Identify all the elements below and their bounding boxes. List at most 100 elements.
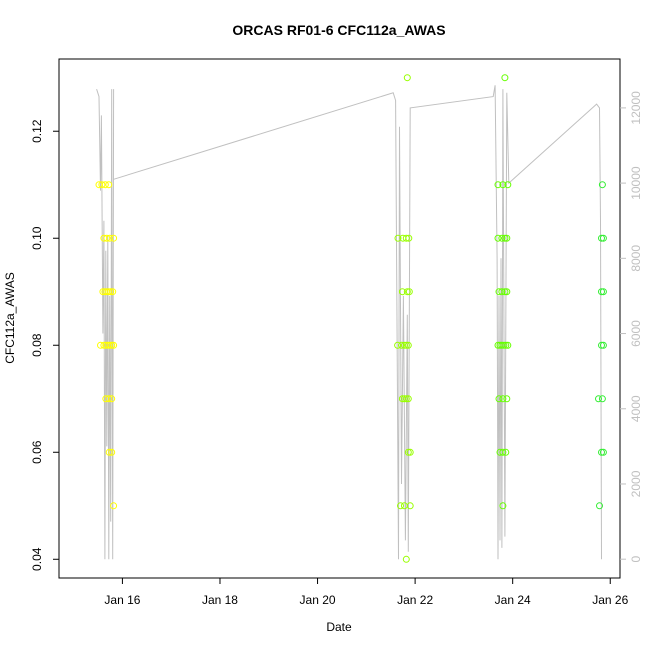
data-point	[495, 395, 503, 403]
data-point	[599, 448, 607, 456]
data-point	[405, 234, 413, 242]
x-axis-label: Date	[326, 620, 352, 634]
x-axis: Jan 16 Jan 18 Jan 20 Jan 22 Jan 24 Jan 26	[104, 578, 629, 607]
y2-tick-label: 6000	[629, 320, 643, 347]
data-point	[501, 288, 509, 296]
data-point	[598, 341, 605, 349]
data-point	[101, 181, 109, 189]
data-point	[499, 502, 507, 510]
data-point	[503, 395, 511, 403]
data-point	[403, 288, 411, 296]
data-point	[402, 555, 410, 563]
x-tick-label: Jan 22	[397, 593, 433, 607]
data-point	[599, 288, 607, 296]
data-point	[397, 502, 404, 510]
y-tick-label: 0.10	[30, 226, 44, 250]
altitude-line-0	[96, 88, 115, 560]
data-point	[595, 395, 602, 403]
altitude-line-1	[113, 85, 602, 560]
data-point	[105, 181, 113, 189]
y-tick-label: 0.12	[30, 119, 44, 143]
altitude-line-series	[96, 85, 602, 560]
data-point	[394, 234, 402, 242]
chart-title: ORCAS RF01-6 CFC112a_AWAS	[232, 22, 445, 38]
data-point	[110, 502, 118, 510]
data-point	[598, 448, 605, 456]
data-point	[108, 341, 116, 349]
data-point	[499, 448, 507, 456]
data-point	[499, 395, 507, 403]
data-point	[598, 234, 605, 242]
data-point	[404, 395, 412, 403]
data-point	[109, 288, 117, 296]
data-point	[502, 341, 510, 349]
data-point	[105, 448, 113, 456]
data-point	[599, 341, 607, 349]
data-point	[405, 288, 413, 296]
data-point	[598, 181, 606, 189]
y2-tick-label: 8000	[629, 245, 643, 272]
data-point	[400, 395, 408, 403]
data-point	[394, 341, 402, 349]
data-point	[596, 502, 603, 510]
data-point	[402, 234, 410, 242]
x-tick-label: Jan 16	[104, 593, 140, 607]
data-point	[494, 234, 502, 242]
y2-tick-label: 2000	[629, 470, 643, 497]
data-point	[103, 234, 111, 242]
y2-tick-label: 4000	[629, 395, 643, 422]
data-point	[504, 181, 512, 189]
y-tick-label: 0.08	[30, 333, 44, 357]
data-point	[500, 341, 508, 349]
data-point	[499, 181, 507, 189]
data-point	[110, 341, 118, 349]
data-point	[110, 234, 118, 242]
data-point	[599, 234, 607, 242]
data-point	[598, 395, 606, 403]
data-point	[402, 341, 410, 349]
data-point	[400, 502, 408, 510]
x-tick-label: Jan 20	[300, 593, 336, 607]
y-axis-left: 0.04 0.06 0.08 0.10 0.12	[30, 119, 59, 571]
data-point	[404, 448, 412, 456]
x-tick-label: Jan 26	[592, 593, 628, 607]
x-tick-label: Jan 18	[202, 593, 238, 607]
data-point	[403, 74, 411, 82]
data-point	[501, 234, 509, 242]
data-point	[498, 288, 506, 296]
y-axis-label: CFC112a_AWAS	[3, 272, 17, 364]
data-point	[503, 234, 511, 242]
data-point	[98, 181, 106, 189]
data-point	[106, 341, 114, 349]
data-point	[406, 502, 414, 510]
y-axis-right: 0 2000 4000 6000 8000 10000 12000	[620, 91, 643, 563]
data-point	[108, 395, 116, 403]
x-tick-label: Jan 24	[495, 593, 531, 607]
data-point	[502, 448, 510, 456]
data-point	[105, 395, 113, 403]
data-point	[504, 341, 512, 349]
y-tick-label: 0.04	[30, 547, 44, 571]
y2-tick-label: 10000	[629, 166, 643, 200]
data-point	[398, 341, 405, 349]
data-point	[108, 448, 116, 456]
data-point	[498, 234, 506, 242]
plot-frame	[58, 58, 621, 579]
scatter-points	[95, 74, 607, 563]
data-point	[400, 341, 408, 349]
data-point	[105, 288, 113, 296]
data-point	[501, 74, 509, 82]
data-point	[402, 395, 410, 403]
data-point	[97, 341, 104, 349]
y2-tick-label: 0	[629, 556, 643, 563]
data-point	[107, 288, 115, 296]
data-point	[503, 288, 511, 296]
data-point	[406, 448, 414, 456]
data-point	[598, 288, 605, 296]
y-tick-label: 0.06	[30, 440, 44, 464]
y2-tick-label: 12000	[629, 91, 643, 125]
data-point	[398, 288, 406, 296]
data-point	[404, 341, 412, 349]
data-point	[106, 234, 114, 242]
